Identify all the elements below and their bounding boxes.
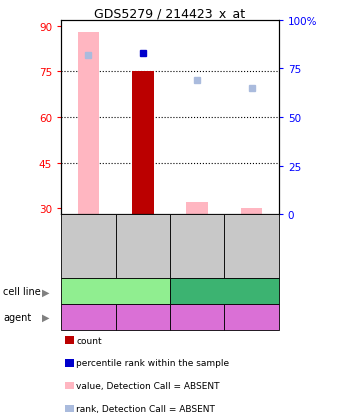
Text: GSM351748: GSM351748 [193, 224, 202, 270]
Text: pristimerin: pristimerin [231, 313, 273, 322]
Bar [186, 203, 208, 215]
Text: U266: U266 [210, 287, 239, 297]
Text: H929: H929 [101, 287, 131, 297]
Text: percentile rank within the sample: percentile rank within the sample [76, 358, 230, 368]
Text: ▶: ▶ [42, 287, 50, 297]
Text: pristimerin: pristimerin [122, 313, 164, 322]
Text: GSM351747: GSM351747 [138, 223, 147, 270]
Bar [78, 33, 99, 215]
Text: rank, Detection Call = ABSENT: rank, Detection Call = ABSENT [76, 404, 215, 413]
Text: GSM351749: GSM351749 [247, 223, 256, 270]
Text: cell line: cell line [3, 287, 41, 297]
Text: value, Detection Call = ABSENT: value, Detection Call = ABSENT [76, 381, 220, 390]
Text: DMSO: DMSO [73, 312, 103, 322]
Text: DMSO: DMSO [182, 312, 212, 322]
Text: ▶: ▶ [42, 312, 50, 322]
Text: count: count [76, 336, 102, 345]
Text: GSM351746: GSM351746 [84, 223, 93, 270]
Bar [132, 72, 154, 215]
Text: agent: agent [3, 312, 32, 322]
Title: GDS5279 / 214423_x_at: GDS5279 / 214423_x_at [95, 7, 245, 19]
Bar [241, 209, 262, 215]
